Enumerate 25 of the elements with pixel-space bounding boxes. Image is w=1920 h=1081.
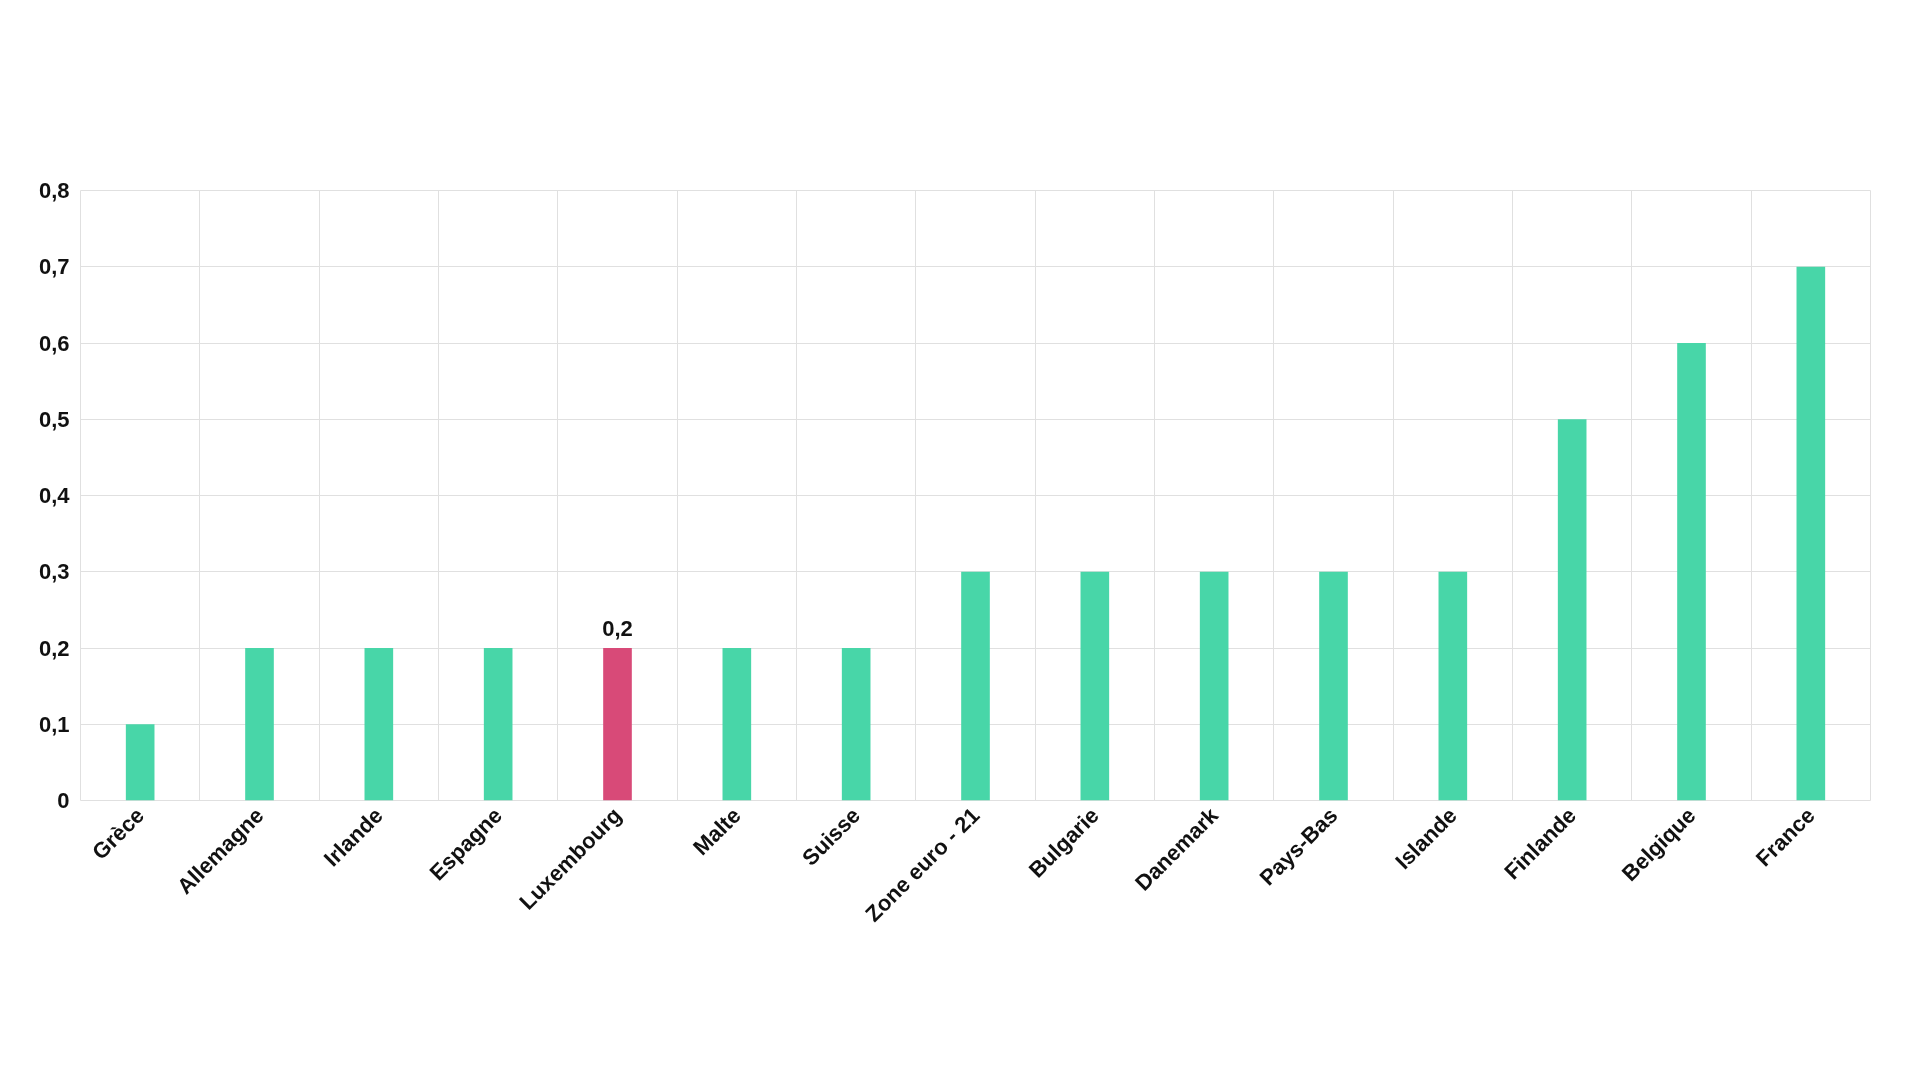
bar (841, 648, 871, 801)
bar (483, 648, 513, 801)
y-tick-label: 0,3 (38, 559, 70, 585)
bar (1319, 571, 1348, 801)
bar (603, 648, 632, 801)
bar (1438, 571, 1468, 801)
y-tick-label: 0,1 (38, 711, 70, 737)
bar (1677, 343, 1706, 801)
y-tick-label: 0,5 (38, 406, 70, 432)
bar (245, 648, 274, 801)
bar (1080, 571, 1110, 801)
bar (1199, 571, 1229, 801)
bar (722, 648, 752, 801)
bar (364, 648, 394, 801)
y-tick-label: 0,6 (38, 330, 70, 356)
bar (961, 571, 990, 801)
y-tick-label: 0,8 (38, 178, 70, 203)
bar (125, 724, 155, 801)
y-tick-label: 0 (57, 788, 70, 813)
y-tick-label: 0,7 (38, 254, 70, 280)
bar (1796, 266, 1826, 801)
y-tick-label: 0,2 (38, 635, 70, 661)
data-label: 0,2 (602, 616, 633, 641)
y-tick-label: 0,4 (38, 483, 71, 508)
bar (1557, 419, 1587, 801)
